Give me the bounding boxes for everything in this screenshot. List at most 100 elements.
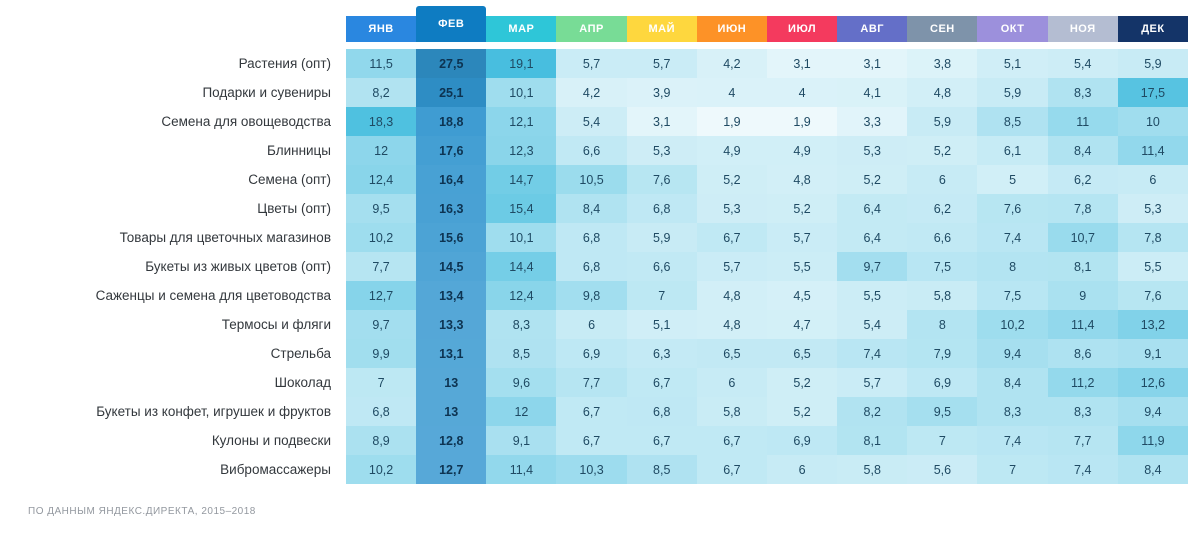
heatmap-cell: 6,4 bbox=[837, 194, 908, 223]
heatmap-cell: 4,7 bbox=[766, 310, 838, 339]
heatmap-cell: 14,5 bbox=[416, 252, 487, 281]
heatmap-cell: 11 bbox=[1047, 107, 1118, 136]
heatmap-cell: 19,1 bbox=[486, 49, 557, 78]
month-tab-11[interactable]: ДЕК bbox=[1117, 16, 1188, 42]
heatmap-cell: 17,6 bbox=[416, 136, 487, 165]
heatmap-cell: 12,7 bbox=[346, 281, 417, 310]
heatmap-cell: 8,2 bbox=[346, 78, 417, 107]
heatmap-cell: 6,8 bbox=[556, 223, 627, 252]
heatmap-cell: 5,2 bbox=[766, 397, 838, 426]
heatmap-cell: 5,2 bbox=[837, 165, 908, 194]
heatmap-cell: 10,5 bbox=[556, 165, 627, 194]
row-label: Блинницы bbox=[266, 143, 331, 158]
month-tab-3[interactable]: АПР bbox=[556, 16, 627, 42]
heatmap-cell: 25,1 bbox=[416, 78, 487, 107]
heatmap-body: Растения (опт) 11,5 27,5 19,1 5,7 5,7 4,2 3,1 3,… bbox=[0, 49, 1188, 484]
month-tab-2[interactable]: МАР bbox=[486, 16, 557, 42]
heatmap-cell: 6 bbox=[907, 165, 978, 194]
heatmap-cell: 6,6 bbox=[626, 252, 697, 281]
heatmap-cell: 8,4 bbox=[977, 368, 1048, 397]
row-label: Букеты из конфет, игрушек и фруктов bbox=[96, 404, 331, 419]
row-label: Подарки и сувениры bbox=[202, 85, 331, 100]
heatmap-cell: 6,4 bbox=[837, 223, 908, 252]
month-tab-10[interactable]: НОЯ bbox=[1047, 16, 1118, 42]
heatmap-cell: 14,4 bbox=[486, 252, 557, 281]
heatmap-cell: 13,3 bbox=[416, 310, 487, 339]
heatmap-cell: 5,2 bbox=[766, 368, 838, 397]
heatmap-cell: 9,8 bbox=[556, 281, 627, 310]
heatmap-cell: 8,3 bbox=[977, 397, 1048, 426]
month-tab-0[interactable]: ЯНВ bbox=[346, 16, 417, 42]
seasonal-demand-heatmap: ЯНВ ФЕВ МАР АПР МАЙ ИЮН ИЮЛ АВГ СЕН ОКТ НОЯ ДЕК Рас… bbox=[0, 6, 1188, 517]
heatmap-cell: 9,4 bbox=[1117, 397, 1188, 426]
heatmap-cell: 6,5 bbox=[766, 339, 838, 368]
heatmap-cell: 17,5 bbox=[1117, 78, 1188, 107]
heatmap-cell: 16,4 bbox=[416, 165, 487, 194]
heatmap-cell: 12,7 bbox=[416, 455, 487, 484]
heatmap-cell: 5,8 bbox=[696, 397, 767, 426]
heatmap-cell: 7 bbox=[346, 368, 417, 397]
heatmap-cell: 8,3 bbox=[1047, 397, 1118, 426]
heatmap-cell: 7,7 bbox=[346, 252, 417, 281]
heatmap-cell: 12,4 bbox=[486, 281, 557, 310]
heatmap-cell: 10,1 bbox=[486, 78, 557, 107]
heatmap-cell: 9,5 bbox=[346, 194, 417, 223]
heatmap-cell: 7,4 bbox=[977, 426, 1048, 455]
source-note: ПО ДАННЫМ ЯНДЕКС.ДИРЕКТА, 2015–2018 bbox=[28, 506, 256, 517]
row-label: Шоколад bbox=[274, 375, 331, 390]
heatmap-cell: 7,4 bbox=[977, 223, 1048, 252]
heatmap-cell: 10 bbox=[1117, 107, 1188, 136]
heatmap-cell: 5,2 bbox=[907, 136, 978, 165]
heatmap-cell: 6,2 bbox=[1047, 165, 1118, 194]
heatmap-cell: 6,7 bbox=[556, 426, 627, 455]
heatmap-cell: 4,9 bbox=[696, 136, 767, 165]
month-tab-4[interactable]: МАЙ bbox=[626, 16, 697, 42]
heatmap-cell: 18,8 bbox=[416, 107, 487, 136]
heatmap-cell: 6,1 bbox=[977, 136, 1048, 165]
heatmap-cell: 7 bbox=[977, 455, 1048, 484]
heatmap-cell: 8,9 bbox=[346, 426, 417, 455]
heatmap-cell: 15,4 bbox=[486, 194, 557, 223]
heatmap-cell: 11,9 bbox=[1117, 426, 1188, 455]
heatmap-cell: 14,7 bbox=[486, 165, 557, 194]
heatmap-cell: 7 bbox=[626, 281, 697, 310]
heatmap-cell: 3,3 bbox=[837, 107, 908, 136]
heatmap-cell: 6,5 bbox=[696, 339, 767, 368]
month-tab-9[interactable]: ОКТ bbox=[977, 16, 1048, 42]
row-label: Термосы и фляги bbox=[221, 317, 331, 332]
heatmap-cell: 12,1 bbox=[486, 107, 557, 136]
heatmap-cell: 9,7 bbox=[346, 310, 417, 339]
heatmap-cell: 9,1 bbox=[486, 426, 557, 455]
heatmap-cell: 8,1 bbox=[1047, 252, 1118, 281]
heatmap-cell: 6,7 bbox=[626, 368, 697, 397]
heatmap-cell: 15,6 bbox=[416, 223, 487, 252]
heatmap-cell: 6,2 bbox=[907, 194, 978, 223]
heatmap-cell: 5,5 bbox=[837, 281, 908, 310]
heatmap-cell: 5,6 bbox=[907, 455, 978, 484]
month-tab-8[interactable]: СЕН bbox=[907, 16, 978, 42]
heatmap-cell: 7,5 bbox=[977, 281, 1048, 310]
month-tab-5[interactable]: ИЮН bbox=[696, 16, 767, 42]
month-tab-6[interactable]: ИЮЛ bbox=[766, 16, 838, 42]
heatmap-cell: 6 bbox=[1117, 165, 1188, 194]
heatmap-cell: 8,5 bbox=[977, 107, 1048, 136]
heatmap-cell: 1,9 bbox=[696, 107, 767, 136]
heatmap-cell: 11,4 bbox=[1047, 310, 1118, 339]
month-header-row: ЯНВ ФЕВ МАР АПР МАЙ ИЮН ИЮЛ АВГ СЕН ОКТ НОЯ ДЕК bbox=[0, 6, 1188, 42]
heatmap-cell: 6,6 bbox=[556, 136, 627, 165]
heatmap-cell: 4,1 bbox=[837, 78, 908, 107]
heatmap-cell: 5,2 bbox=[696, 165, 767, 194]
heatmap-cell: 13,4 bbox=[416, 281, 487, 310]
row-label: Семена для овощеводства bbox=[161, 114, 331, 129]
heatmap-cell: 10,3 bbox=[556, 455, 627, 484]
heatmap-cell: 7,7 bbox=[556, 368, 627, 397]
month-tab-7[interactable]: АВГ bbox=[837, 16, 908, 42]
heatmap-cell: 7,6 bbox=[977, 194, 1048, 223]
heatmap-cell: 12,3 bbox=[486, 136, 557, 165]
heatmap-cell: 5,2 bbox=[766, 194, 838, 223]
heatmap-cell: 27,5 bbox=[416, 49, 487, 78]
heatmap-cell: 8 bbox=[907, 310, 978, 339]
month-tab-1[interactable]: ФЕВ bbox=[416, 6, 487, 42]
heatmap-cell: 18,3 bbox=[346, 107, 417, 136]
heatmap-cell: 3,1 bbox=[626, 107, 697, 136]
